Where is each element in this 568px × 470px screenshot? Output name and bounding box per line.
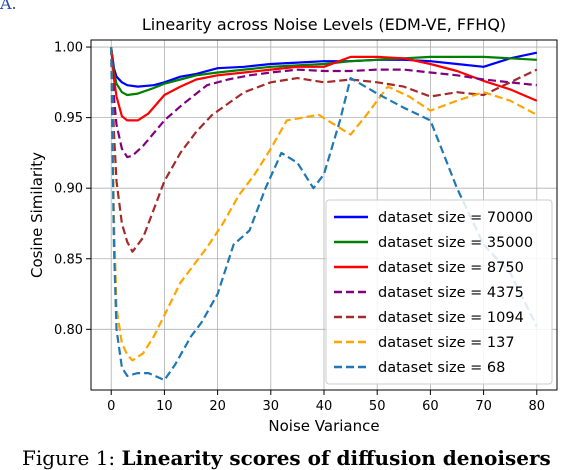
legend-label: dataset size = 70000 bbox=[378, 210, 533, 226]
y-tick-label: 0.90 bbox=[54, 182, 83, 197]
series-line bbox=[110, 47, 537, 159]
x-axis: 0 10 20 30 40 50 60 70 80 bbox=[107, 390, 545, 414]
caption-bold: Linearity scores of diffusion denoisers bbox=[121, 446, 551, 470]
legend-label: dataset size = 137 bbox=[378, 335, 515, 351]
y-tick-label: 0.80 bbox=[54, 323, 83, 338]
series-lines bbox=[110, 46, 538, 382]
legend-label: dataset size = 1094 bbox=[378, 310, 524, 326]
y-tick-label: 1.00 bbox=[54, 41, 83, 56]
series-line bbox=[110, 46, 537, 97]
panel-label: A. bbox=[0, 0, 17, 13]
x-tick-label: 20 bbox=[209, 399, 226, 414]
series-line bbox=[110, 47, 538, 122]
legend-label: dataset size = 35000 bbox=[378, 235, 533, 251]
x-tick-label: 0 bbox=[107, 399, 115, 414]
figure-caption: Figure 1: Linearity scores of diffusion … bbox=[22, 446, 551, 470]
line-chart: Linearity across Noise Levels (EDM-VE, F… bbox=[28, 15, 558, 435]
caption-prefix: Figure 1: bbox=[22, 446, 122, 470]
legend-label: dataset size = 8750 bbox=[378, 260, 524, 276]
legend: dataset size = 70000 dataset size = 35000… bbox=[325, 199, 553, 385]
x-tick-label: 60 bbox=[422, 399, 439, 414]
series-line bbox=[110, 47, 538, 253]
y-tick-label: 0.85 bbox=[54, 252, 83, 267]
legend-label: dataset size = 68 bbox=[378, 360, 505, 376]
y-axis: 0.80 0.85 0.90 0.95 1.00 bbox=[54, 41, 91, 338]
chart-title: Linearity across Noise Levels (EDM-VE, F… bbox=[142, 15, 506, 34]
x-tick-label: 80 bbox=[529, 399, 546, 414]
x-axis-label: Noise Variance bbox=[268, 417, 379, 435]
series-line bbox=[110, 47, 538, 362]
y-axis-label: Cosine Similarity bbox=[28, 152, 46, 278]
legend-box bbox=[325, 199, 553, 385]
x-tick-label: 70 bbox=[475, 399, 492, 414]
x-tick-label: 30 bbox=[263, 399, 280, 414]
y-tick-label: 0.95 bbox=[54, 111, 83, 126]
x-tick-label: 40 bbox=[316, 399, 333, 414]
x-tick-label: 50 bbox=[369, 399, 386, 414]
x-tick-label: 10 bbox=[156, 399, 173, 414]
legend-label: dataset size = 4375 bbox=[378, 285, 524, 301]
series-line bbox=[110, 47, 538, 382]
series-line bbox=[110, 46, 538, 88]
